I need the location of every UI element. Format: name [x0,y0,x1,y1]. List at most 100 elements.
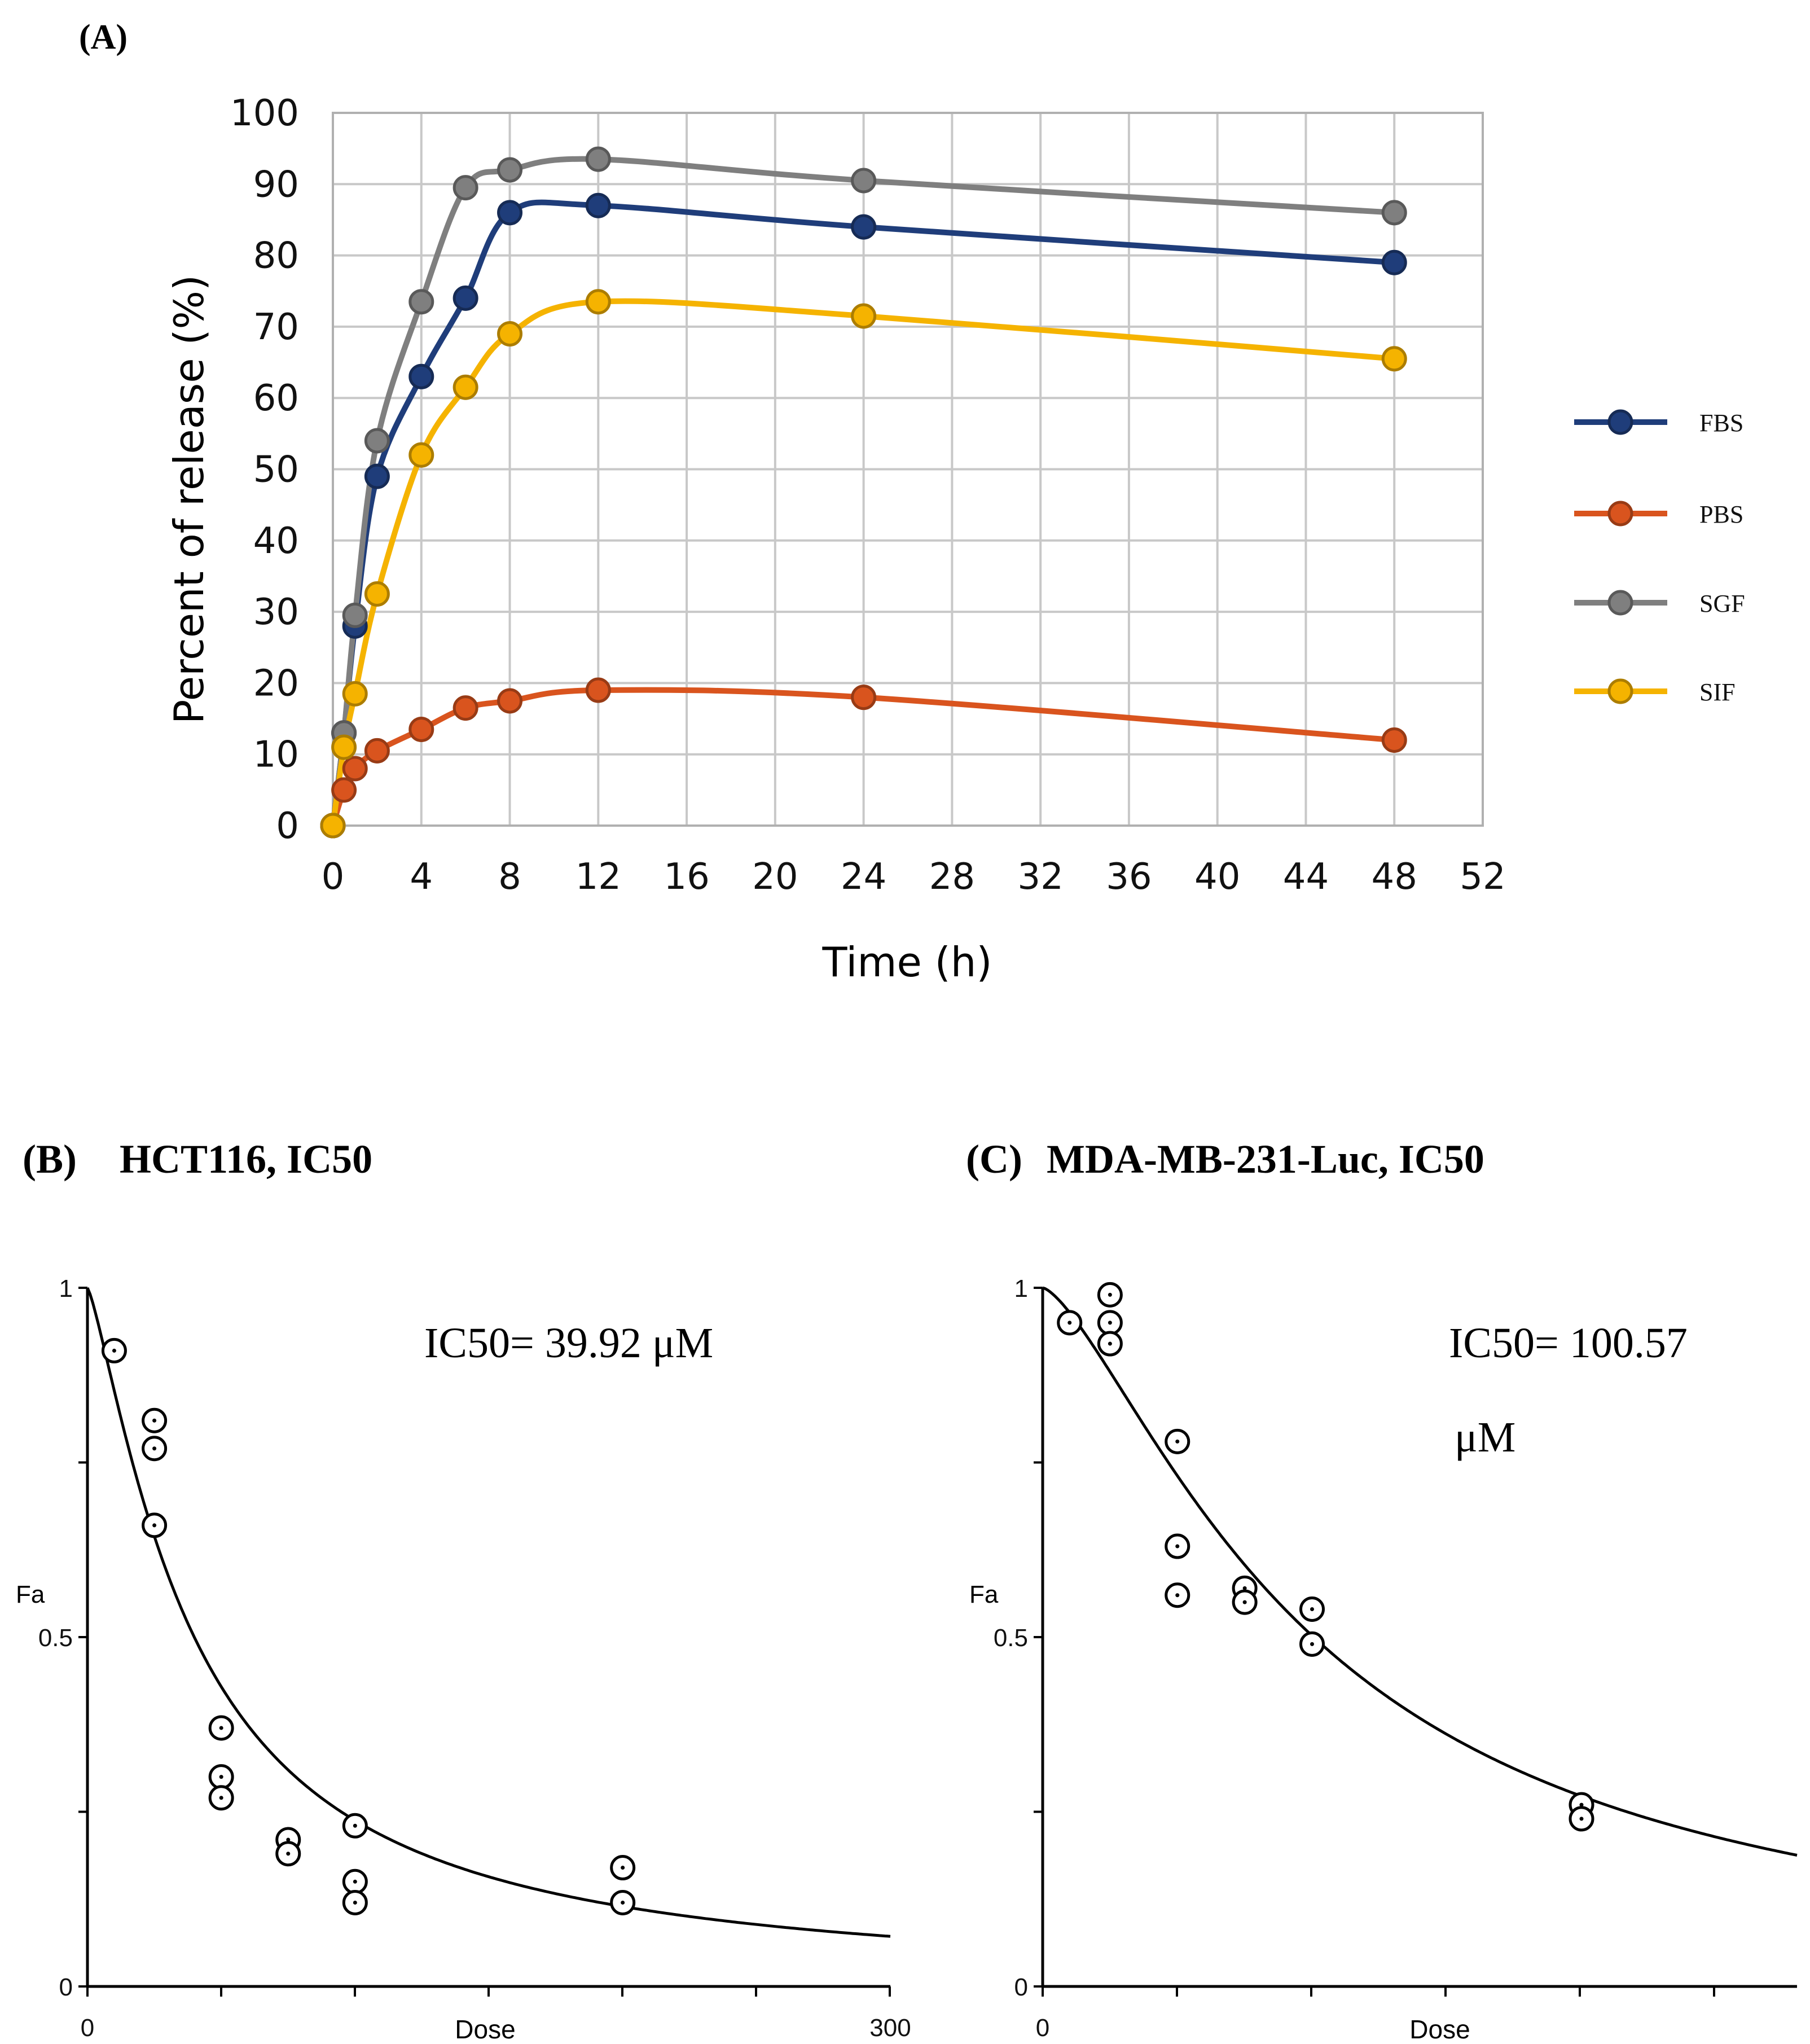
legend-marker-sgf [1607,590,1633,616]
point-sif [452,374,478,400]
fitted-curve [86,1287,891,1938]
point-fbs [585,192,611,218]
legend-label-fbs: FBS [1699,409,1743,437]
legend-label-sgf: SGF [1699,590,1745,617]
x-tick-label: 28 [929,856,975,898]
point-pbs [364,738,390,764]
y-tick-label: 0 [1014,1973,1028,2001]
point-pbs [408,716,434,742]
point-pbs [851,685,877,710]
point-sif [320,813,346,839]
x-tick-label: 48 [1372,856,1417,898]
panel-b-ylabel: Fa [16,1581,45,1608]
point-sif [585,289,611,315]
point-sif [851,303,877,329]
legend-marker-fbs [1607,409,1633,435]
y-tick-label: 1 [1014,1275,1028,1302]
x-tick-label: 44 [1283,856,1329,898]
point-sif [1381,346,1407,372]
panel-a-label: (A) [79,18,128,56]
point-sgf [851,168,877,194]
x-tick-label: 20 [752,856,798,898]
point-fbs [452,285,478,311]
panel-b-title: HCT116, IC50 [120,1137,372,1182]
panel-b-label: (B) [23,1137,77,1182]
data-point-center [152,1523,157,1528]
point-sgf [342,602,368,628]
legend-marker-sif [1607,678,1633,704]
x-tick-label: 0 [1036,2014,1049,2042]
data-point-center [1242,1586,1247,1590]
data-point-center [1175,1544,1180,1549]
point-fbs [364,463,390,489]
panel-a-xlabel: Time (h) [822,938,992,986]
y-tick-label: 0 [59,1973,73,2001]
panel-c-title: MDA-MB-231-Luc, IC50 [1047,1137,1484,1182]
panel-b-plot: 0 0.5 1 0 300 [38,1275,911,2042]
data-point-center [1579,1817,1584,1821]
y-tick-label: 80 [253,235,299,277]
data-point-center [1242,1600,1247,1604]
data-point-center [219,1796,223,1800]
data-point-center [152,1418,157,1423]
y-tick-label: 0 [276,805,299,847]
point-pbs [1381,727,1407,753]
point-sif [364,581,390,607]
x-tick-label: 12 [575,856,621,898]
x-tick-label: 36 [1106,856,1152,898]
x-tick-label: 16 [664,856,709,898]
panel-b-xlabel: Dose [455,2015,515,2044]
x-tick-label: 32 [1017,856,1063,898]
plot-frame [332,112,1484,827]
x-tick-label: 52 [1460,856,1505,898]
y-tick-label: 40 [253,520,299,562]
x-tick-label: 8 [498,856,521,898]
x-tick-label: 4 [410,856,433,898]
data-point-center [219,1775,223,1779]
data-point-center [1310,1607,1314,1611]
data-point-center [1175,1439,1180,1444]
data-point-center [1108,1341,1112,1346]
panel-c-annotation-2: μM [1455,1414,1515,1461]
x-tick-label: 40 [1194,856,1240,898]
data-point-center [112,1348,116,1353]
y-tick-label: 60 [253,378,299,419]
data-point-center [621,1866,625,1870]
legend-label-sif: SIF [1699,678,1736,706]
data-point-center [353,1879,357,1884]
point-pbs [452,695,478,721]
data-point-center [1579,1802,1584,1807]
data-point-center [621,1900,625,1905]
panel-c-plot: 0 0.5 1 0 [994,1275,1798,2042]
point-sgf [497,157,523,183]
data-point-center [353,1900,357,1905]
y-tick-label: 50 [253,449,299,491]
y-tick-label: 10 [253,734,299,776]
x-tick-label: 300 [869,2014,911,2042]
data-point-center [286,1852,291,1856]
point-sgf [364,428,390,454]
y-tick-label: 90 [253,164,299,205]
point-sif [408,442,434,468]
point-pbs [342,756,368,782]
data-point-center [1108,1321,1112,1325]
data-point-center [152,1446,157,1451]
point-fbs [497,200,523,226]
legend-label-pbs: PBS [1699,501,1743,528]
point-sgf [452,175,478,201]
point-fbs [1381,249,1407,275]
point-sgf [585,146,611,172]
y-tick-label: 0.5 [38,1624,73,1652]
x-tick-label: 24 [841,856,886,898]
point-sif [497,321,523,347]
fitted-curve [1042,1286,1798,1857]
data-point-center [353,1823,357,1828]
point-pbs [585,677,611,703]
data-point-center [1067,1321,1072,1325]
y-tick-label: 100 [230,93,299,134]
panel-a-legend: FBS PBS SGF SIF [1574,409,1745,706]
x-tick-label: 0 [81,2014,94,2042]
point-pbs [497,688,523,714]
point-sif [342,681,368,707]
